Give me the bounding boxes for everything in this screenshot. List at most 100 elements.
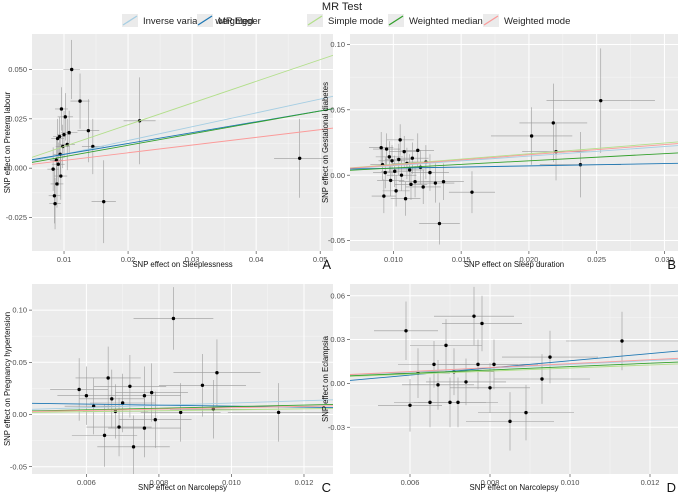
- legend-title: MR Test: [322, 1, 362, 13]
- y-tick-label: 0.00: [330, 379, 345, 388]
- snp-dot: [200, 383, 205, 387]
- snp-dot: [142, 394, 147, 398]
- snp-dot: [171, 316, 176, 321]
- snp-dot: [464, 380, 468, 384]
- snp-dot: [63, 115, 68, 119]
- snp-dot: [117, 425, 121, 429]
- snp-points: [47, 39, 326, 244]
- snp-dot: [128, 384, 132, 389]
- legend-label-simple: Simple mode: [328, 16, 383, 27]
- x-tick-label: 0.012: [295, 478, 314, 487]
- x-tick-label: 0.05: [313, 255, 328, 264]
- panel-D: 0.006 0.008 0.010 0.012 -0.03 0.00 0.03 0.06 SNP…: [321, 284, 678, 495]
- snp-dot: [428, 170, 432, 175]
- line-egger: [350, 350, 678, 381]
- x-tick-label: 0.01: [57, 255, 72, 264]
- legend-item-egger: MR Egger: [197, 14, 261, 27]
- y-tick-label: 0.06: [330, 291, 345, 300]
- x-axis-label: SNP effect on Narcolepsy: [138, 483, 227, 492]
- snp-dot: [488, 386, 492, 390]
- legend-label-wmode: Weighted mode: [504, 16, 570, 27]
- snp-dot: [106, 376, 110, 380]
- y-tick-label: 0.025: [8, 114, 27, 123]
- snp-dot: [51, 167, 55, 171]
- y-tick-label: -0.025: [6, 213, 27, 222]
- y-tick-label: 0.05: [12, 358, 27, 367]
- x-tick-label: 0.010: [222, 478, 241, 487]
- snp-dot: [59, 174, 63, 178]
- snp-dot: [149, 390, 154, 395]
- legend-swatch-egger: [197, 15, 213, 26]
- x-tick-label: 0.04: [249, 255, 264, 264]
- axes: 0.01 0.02 0.03 0.04 0.05 -0.025 0.000 0.025 0.05…: [3, 65, 331, 272]
- x-tick-label: 0.025: [587, 255, 606, 264]
- y-axis-label: SNP effect on Eclampsia: [321, 335, 330, 422]
- y-tick-label: -0.05: [10, 462, 27, 471]
- panel-letter: C: [322, 480, 331, 495]
- snp-dot: [178, 410, 183, 415]
- y-tick-label: 0.050: [8, 65, 27, 74]
- line-wmode: [350, 143, 678, 169]
- line-wmode: [32, 405, 333, 412]
- plot-background: [32, 34, 333, 251]
- snp-dot: [67, 130, 71, 135]
- plot-background: [32, 284, 333, 474]
- legend-item-wmedian: Weighted median: [388, 14, 483, 27]
- line-wmedian: [350, 361, 678, 377]
- snp-dot: [404, 329, 408, 333]
- snp-dot: [472, 314, 476, 318]
- snp-dot: [382, 194, 386, 198]
- snp-dot: [383, 170, 387, 175]
- snp-dot: [86, 128, 91, 133]
- legend-swatch-wmode: [483, 15, 499, 26]
- x-tick-label: 0.006: [401, 478, 420, 487]
- snp-dot: [102, 433, 107, 438]
- x-tick-label: 0.015: [452, 255, 471, 264]
- snp-dot: [215, 371, 219, 375]
- y-axis-label: SNP effect on Pregnancy hypertension: [3, 312, 12, 446]
- x-tick-label: 0.03: [185, 255, 200, 264]
- line-wmedian: [32, 108, 333, 163]
- line-simple: [350, 363, 678, 377]
- axes: 0.006 0.008 0.010 0.012 -0.03 0.00 0.03 0.06 SNP…: [321, 291, 676, 495]
- snp-dot: [529, 134, 534, 138]
- snp-dot: [470, 190, 474, 194]
- panel-letter: A: [322, 257, 331, 272]
- x-axis-label: SNP effect on Sleep duration: [464, 260, 564, 269]
- y-tick-label: -0.03: [328, 423, 345, 432]
- gridlines: [350, 34, 678, 251]
- mr-lines: [350, 350, 678, 381]
- gridlines: [32, 284, 333, 474]
- x-axis-label: SNP effect on Sleeplessness: [132, 260, 232, 269]
- gridlines: [32, 34, 333, 251]
- snp-dot: [398, 138, 402, 142]
- snp-dot: [399, 173, 404, 177]
- snp-dot: [551, 121, 556, 125]
- snp-dot: [444, 343, 448, 348]
- y-tick-label: 0.10: [12, 306, 27, 315]
- snp-dot: [397, 157, 401, 162]
- panel-letter: B: [667, 257, 676, 272]
- snp-dot: [492, 362, 496, 367]
- line-wmedian: [350, 152, 678, 171]
- line-ivw: [32, 399, 333, 410]
- snp-dot: [276, 410, 281, 415]
- snp-dot: [387, 155, 392, 159]
- snp-dot: [384, 147, 389, 151]
- line-simple: [32, 54, 333, 158]
- line-wmode: [350, 357, 678, 375]
- snp-dot: [508, 419, 512, 424]
- snp-dot: [55, 182, 59, 186]
- x-tick-label: 0.010: [384, 255, 403, 264]
- snp-dot: [599, 98, 603, 103]
- panels: 0.01 0.02 0.03 0.04 0.05 -0.025 0.000 0.025 0.05…: [3, 34, 678, 495]
- snp-dot: [53, 201, 57, 206]
- legend-item-wmode: Weighted mode: [483, 14, 570, 27]
- snp-dot: [441, 180, 446, 184]
- x-tick-label: 0.02: [121, 255, 136, 264]
- line-simple: [350, 141, 678, 169]
- legend-label-egger: MR Egger: [218, 16, 261, 27]
- panel-B: 0.010 0.015 0.020 0.025 0.030 -0.05 0.00 0.05 0.…: [321, 34, 678, 272]
- snp-dot: [437, 221, 442, 226]
